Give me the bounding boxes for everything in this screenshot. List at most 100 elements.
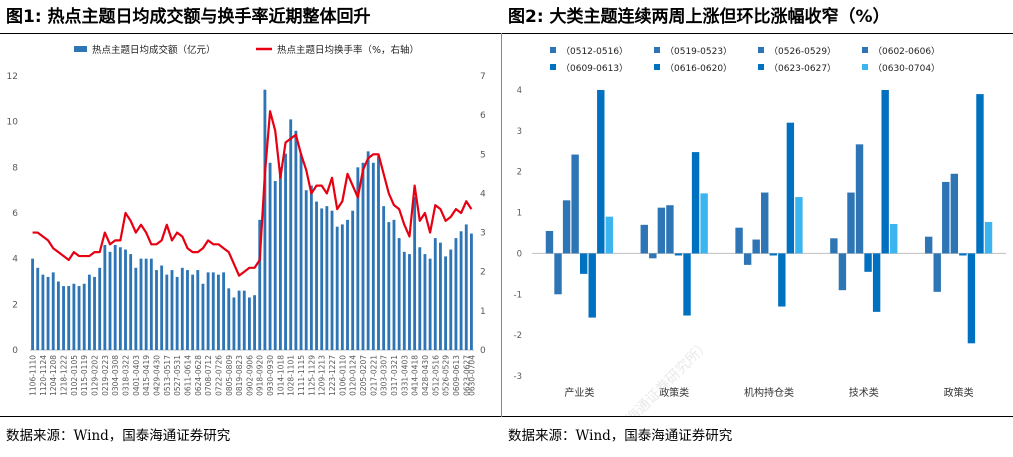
turnover-amount-bar: [289, 119, 293, 350]
change-bar: [872, 253, 881, 312]
change-bar: [743, 253, 752, 265]
turnover-amount-bar: [155, 270, 158, 350]
legend-swatch: [654, 64, 660, 70]
change-bar: [984, 221, 993, 254]
change-bar: [855, 144, 864, 254]
x-tick-label: 0102-0105: [70, 355, 79, 396]
turnover-amount-bar: [371, 162, 375, 350]
legend-label: （0609-0613）: [561, 63, 628, 74]
turnover-amount-bar: [464, 224, 468, 350]
turnover-amount-bar: [248, 297, 251, 350]
x-tick-label: 0317-0321: [390, 355, 399, 396]
turnover-amount-bar: [258, 219, 262, 350]
change-bar: [942, 181, 950, 254]
turnover-amount-bar: [196, 270, 200, 350]
turnover-rate-line: [32, 110, 473, 277]
x-tick-label: 0129-0202: [91, 355, 100, 396]
turnover-amount-bar: [31, 258, 34, 350]
x-tick-label: 0527-0531: [173, 355, 182, 396]
category-label: 政策类: [659, 386, 689, 399]
change-bar: [674, 253, 683, 256]
x-tick-label: 1014-1018: [276, 355, 285, 396]
turnover-amount-bar: [118, 247, 122, 350]
change-bar: [778, 253, 786, 307]
turnover-amount-bar: [418, 247, 422, 350]
x-tick-label: 0609-0613: [452, 355, 461, 396]
turnover-amount-bar: [124, 249, 127, 350]
x-tick-label: 1209-1213: [318, 355, 327, 396]
turnover-amount-bar: [366, 151, 370, 350]
turnover-amount-bar: [294, 130, 298, 350]
x-tick-label: 0902-0906: [245, 355, 254, 396]
right-y-tick-label: 5: [480, 150, 486, 160]
legend-bar-swatch: [74, 46, 87, 52]
turnover-amount-bar: [46, 276, 50, 350]
legend-label: （0630-0704）: [873, 63, 940, 74]
x-tick-label: 0805-0809: [225, 355, 234, 396]
turnover-amount-bar: [144, 258, 148, 350]
left-y-tick-label: 4: [12, 255, 18, 265]
turnover-amount-bar: [253, 295, 256, 350]
turnover-amount-bar: [103, 244, 107, 350]
turnover-amount-bar: [299, 153, 303, 350]
change-bar: [649, 253, 657, 259]
turnover-amount-bar: [444, 256, 448, 350]
turnover-amount-bar: [160, 265, 164, 350]
turnover-amount-bar: [356, 167, 360, 350]
turnover-amount-bar: [304, 190, 308, 350]
change-bar: [769, 253, 777, 256]
x-tick-label: 0624-0628: [194, 355, 203, 396]
right-y-tick-label: 2: [480, 268, 486, 278]
y-tick-label: 1: [517, 209, 522, 219]
turnover-amount-bar: [41, 274, 45, 350]
turnover-amount-bar: [232, 297, 236, 350]
change-bar: [838, 253, 847, 291]
change-bar: [735, 227, 743, 254]
category-label: 技术类: [849, 386, 879, 399]
right-bottom-rule: [502, 416, 1013, 417]
change-bar: [700, 193, 708, 254]
x-tick-label: 1028-1101: [287, 355, 296, 396]
right-y-tick-label: 0: [480, 346, 486, 356]
change-bar: [545, 230, 554, 254]
turnover-amount-bar: [402, 251, 406, 350]
turnover-amount-bar: [433, 238, 437, 350]
change-bar: [640, 224, 648, 254]
x-tick-label: 0708-0712: [204, 355, 213, 396]
turnover-amount-bar: [242, 290, 246, 350]
change-bar: [562, 200, 571, 254]
change-bar: [752, 239, 760, 254]
turnover-amount-bar: [180, 267, 184, 350]
x-tick-label: 1106-1110: [29, 355, 38, 396]
legend-swatch: [862, 64, 868, 70]
change-bar: [579, 253, 588, 274]
x-tick-label: 0115-0119: [80, 355, 89, 396]
right-y-tick-label: 1: [480, 307, 486, 317]
change-bar: [847, 192, 855, 254]
x-tick-label: 0512-0516: [431, 355, 440, 396]
change-bar: [924, 236, 933, 254]
x-tick-label: 0217-0221: [369, 355, 378, 396]
change-bar: [976, 94, 984, 254]
turnover-amount-bar: [470, 233, 473, 350]
legend-swatch: [550, 64, 556, 70]
y-tick-label: 0: [517, 249, 522, 259]
x-tick-label: 1120-1124: [39, 355, 48, 396]
watermark-text: （国泰海通证券研究所）: [594, 337, 714, 417]
x-tick-label: 0318-0322: [122, 355, 131, 396]
right-y-tick-label: 4: [480, 189, 486, 199]
turnover-amount-bar: [36, 267, 40, 350]
x-tick-label: 0106-0110: [338, 355, 347, 396]
turnover-amount-bar: [165, 274, 169, 350]
turnover-amount-bar: [320, 208, 324, 350]
turnover-amount-bar: [139, 258, 143, 350]
x-tick-label: 0623-0627: [462, 355, 471, 396]
change-bar: [933, 253, 941, 292]
change-bar: [657, 207, 666, 254]
y-tick-label: 4: [517, 86, 522, 96]
change-bar: [959, 253, 967, 256]
legend-swatch: [862, 47, 868, 53]
right-y-tick-label: 7: [480, 72, 486, 82]
change-bar: [597, 90, 605, 254]
x-tick-label: 0428-0430: [421, 355, 430, 396]
